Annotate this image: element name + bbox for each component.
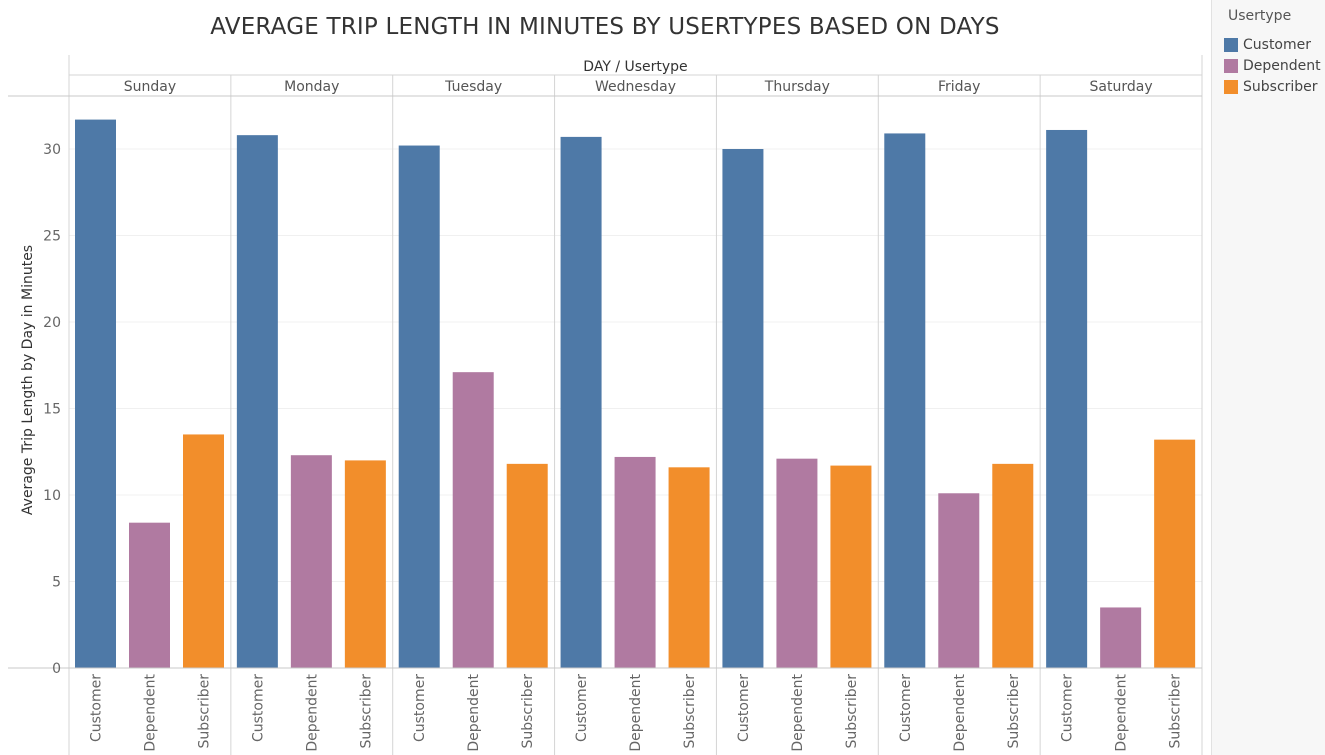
y-tick-label: 10 [43, 488, 61, 504]
bar-friday-subscriber [992, 463, 1034, 668]
y-tick-label: 0 [52, 661, 61, 677]
x-category-label: Customer [1060, 674, 1076, 742]
day-label-wednesday: Wednesday [595, 79, 676, 95]
bar-monday-dependent [290, 455, 332, 668]
day-label-friday: Friday [938, 79, 980, 95]
legend-swatch-customer [1224, 38, 1238, 52]
bar-thursday-customer [722, 149, 764, 668]
x-category-label: Customer [898, 674, 914, 742]
legend-item-subscriber[interactable]: Subscriber [1224, 78, 1318, 96]
x-category-label: Subscriber [358, 674, 374, 749]
legend-item-customer[interactable]: Customer [1224, 36, 1311, 54]
x-category-label: Dependent [1114, 674, 1130, 752]
bar-chart: DAY / Usertype Sunday Monday Tuesday Wednesd… [8, 55, 1203, 755]
legend-label-dependent: Dependent [1243, 58, 1321, 74]
bar-saturday-dependent [1100, 607, 1142, 668]
bar-sunday-customer [75, 119, 116, 669]
bar-monday-customer [236, 135, 278, 668]
x-category-label: Dependent [143, 674, 159, 752]
bar-sunday-dependent [129, 522, 170, 668]
day-label-saturday: Saturday [1090, 79, 1153, 95]
day-label-thursday: Thursday [764, 79, 830, 95]
day-label-tuesday: Tuesday [444, 79, 502, 95]
bar-thursday-subscriber [830, 465, 872, 668]
x-category-label: Customer [412, 674, 428, 742]
y-tick-label: 30 [43, 142, 61, 158]
legend-label-customer: Customer [1243, 37, 1312, 53]
legend-swatch-dependent [1224, 59, 1238, 73]
bar-sunday-subscriber [183, 434, 224, 668]
y-tick-label: 5 [52, 575, 61, 591]
day-label-sunday: Sunday [124, 79, 176, 95]
bar-friday-dependent [938, 493, 980, 668]
x-category-label: Dependent [628, 674, 644, 752]
bar-wednesday-dependent [614, 456, 656, 668]
chart-title: AVERAGE TRIP LENGTH IN MINUTES BY USERTY… [210, 14, 1000, 40]
x-category-label: Customer [736, 674, 752, 742]
bar-saturday-customer [1046, 129, 1088, 669]
x-category-label: Dependent [304, 674, 320, 752]
x-category-label: Subscriber [520, 674, 536, 749]
x-category-label: Subscriber [1168, 674, 1184, 749]
bar-wednesday-customer [560, 136, 602, 668]
bar-tuesday-customer [398, 145, 440, 669]
legend-item-dependent[interactable]: Dependent [1224, 57, 1321, 75]
bar-wednesday-subscriber [668, 467, 710, 668]
column-header: DAY / Usertype [583, 59, 687, 75]
x-category-label: Subscriber [197, 674, 213, 749]
x-category-label: Customer [89, 674, 105, 742]
x-category-label: Subscriber [682, 674, 698, 749]
x-category-label: Dependent [790, 674, 806, 752]
legend-title: Usertype [1228, 8, 1292, 24]
bar-thursday-dependent [776, 458, 818, 668]
legend-label-subscriber: Subscriber [1243, 79, 1318, 95]
x-category-label: Customer [574, 674, 590, 742]
y-tick-label: 25 [43, 229, 61, 245]
day-label-monday: Monday [284, 79, 339, 95]
x-category-label: Customer [250, 674, 266, 742]
y-tick-label: 15 [43, 402, 61, 418]
bar-monday-subscriber [344, 460, 386, 668]
y-axis-title: Average Trip Length by Day in Minutes [20, 245, 36, 515]
y-tick-label: 20 [43, 315, 61, 331]
bar-friday-customer [884, 133, 926, 668]
bar-saturday-subscriber [1154, 439, 1196, 668]
bar-tuesday-subscriber [506, 463, 548, 668]
x-category-label: Subscriber [844, 674, 860, 749]
x-category-label: Dependent [952, 674, 968, 752]
legend-swatch-subscriber [1224, 80, 1238, 94]
bar-tuesday-dependent [452, 372, 494, 668]
x-category-label: Dependent [466, 674, 482, 752]
legend-panel: Usertype Customer Dependent Subscriber [1211, 0, 1325, 755]
x-category-label: Subscriber [1006, 674, 1022, 749]
